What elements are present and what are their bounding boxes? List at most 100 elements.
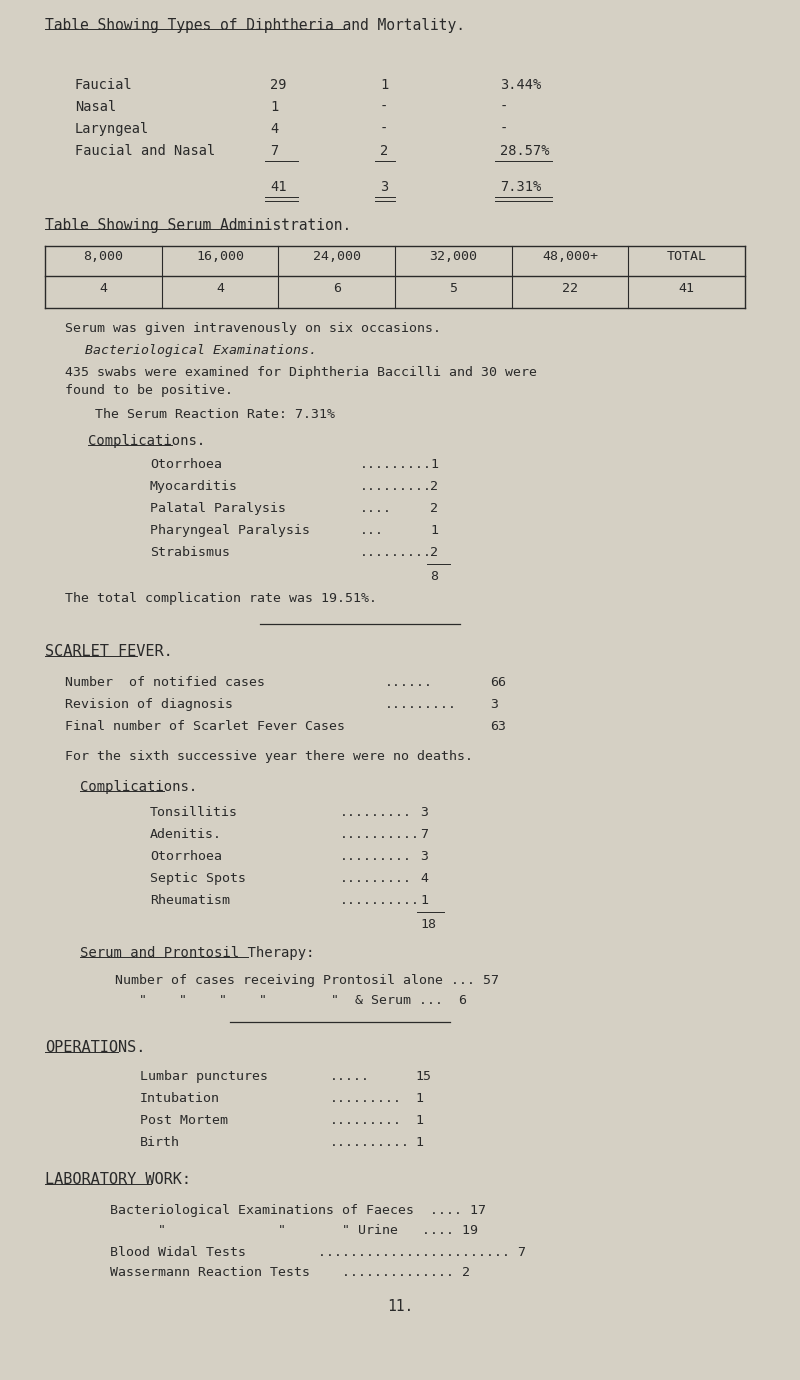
Text: 41: 41: [270, 179, 286, 195]
Text: Number of cases receiving Prontosil alone ... 57: Number of cases receiving Prontosil alon…: [115, 974, 499, 987]
Text: found to be positive.: found to be positive.: [65, 384, 233, 397]
Text: 6: 6: [333, 282, 341, 294]
Text: 1: 1: [415, 1092, 423, 1105]
Text: 3: 3: [380, 179, 388, 195]
Text: 32,000: 32,000: [430, 251, 478, 264]
Text: 18: 18: [420, 918, 436, 932]
Text: .........: .........: [360, 480, 432, 493]
Text: Rheumatism: Rheumatism: [150, 894, 230, 907]
Text: Otorrhoea: Otorrhoea: [150, 458, 222, 471]
Text: .........: .........: [330, 1092, 402, 1105]
Text: .........: .........: [360, 546, 432, 559]
Text: 1: 1: [270, 99, 278, 115]
Text: Serum and Prontosil Therapy:: Serum and Prontosil Therapy:: [80, 947, 314, 960]
Text: 63: 63: [490, 720, 506, 733]
Text: OPERATIONS.: OPERATIONS.: [45, 1041, 146, 1054]
Text: 41: 41: [678, 282, 694, 294]
Text: Myocarditis: Myocarditis: [150, 480, 238, 493]
Text: 28.57%: 28.57%: [500, 144, 550, 157]
Text: 66: 66: [490, 676, 506, 689]
Text: For the sixth successive year there were no deaths.: For the sixth successive year there were…: [65, 749, 473, 763]
Text: Nasal: Nasal: [75, 99, 116, 115]
Text: Serum was given intravenously on six occasions.: Serum was given intravenously on six occ…: [65, 322, 441, 335]
Text: .....: .....: [330, 1070, 370, 1083]
Text: .........: .........: [340, 872, 412, 885]
Text: Revision of diagnosis: Revision of diagnosis: [65, 698, 233, 711]
Text: 4: 4: [420, 872, 428, 885]
Text: 2: 2: [430, 502, 438, 515]
Text: ....: ....: [360, 502, 392, 515]
Text: Palatal Paralysis: Palatal Paralysis: [150, 502, 286, 515]
Text: 435 swabs were examined for Diphtheria Baccilli and 30 were: 435 swabs were examined for Diphtheria B…: [65, 366, 537, 380]
Text: 8: 8: [430, 570, 438, 582]
Text: 16,000: 16,000: [196, 251, 244, 264]
Text: The total complication rate was 19.51%.: The total complication rate was 19.51%.: [65, 592, 377, 604]
Text: 24,000: 24,000: [313, 251, 361, 264]
Text: SCARLET FEVER.: SCARLET FEVER.: [45, 644, 173, 660]
Text: Strabismus: Strabismus: [150, 546, 230, 559]
Text: 11.: 11.: [387, 1299, 413, 1314]
Text: .........: .........: [330, 1114, 402, 1127]
Text: 4: 4: [216, 282, 224, 294]
Text: Table Showing Serum Administration.: Table Showing Serum Administration.: [45, 218, 351, 233]
Text: Intubation: Intubation: [140, 1092, 220, 1105]
Text: Tonsillitis: Tonsillitis: [150, 806, 238, 818]
Text: Laryngeal: Laryngeal: [75, 121, 150, 137]
Text: Wassermann Reaction Tests    .............. 2: Wassermann Reaction Tests ..............…: [110, 1265, 470, 1279]
Text: ..........: ..........: [340, 828, 420, 840]
Text: 48,000+: 48,000+: [542, 251, 598, 264]
Text: 2: 2: [430, 546, 438, 559]
Text: The Serum Reaction Rate: 7.31%: The Serum Reaction Rate: 7.31%: [95, 408, 335, 421]
Text: 1: 1: [430, 458, 438, 471]
Text: "              "       " Urine   .... 19: " " " Urine .... 19: [110, 1224, 478, 1236]
Text: -: -: [380, 121, 388, 137]
Text: TOTAL: TOTAL: [666, 251, 706, 264]
Text: Final number of Scarlet Fever Cases: Final number of Scarlet Fever Cases: [65, 720, 345, 733]
Text: .........: .........: [385, 698, 457, 711]
Text: .........: .........: [340, 806, 412, 818]
Text: 3: 3: [420, 806, 428, 818]
Text: 7.31%: 7.31%: [500, 179, 542, 195]
Text: -: -: [500, 99, 508, 115]
Text: Complications.: Complications.: [80, 780, 198, 794]
Text: 3: 3: [490, 698, 498, 711]
Text: 3.44%: 3.44%: [500, 79, 542, 92]
Text: 1: 1: [380, 79, 388, 92]
Text: LABORATORY WORK:: LABORATORY WORK:: [45, 1172, 191, 1187]
Text: Lumbar punctures: Lumbar punctures: [140, 1070, 268, 1083]
Text: 1: 1: [430, 524, 438, 537]
Text: Bacteriological Examinations of Faeces  .... 17: Bacteriological Examinations of Faeces .…: [110, 1203, 486, 1217]
Text: ..........: ..........: [340, 894, 420, 907]
Text: "    "    "    "        "  & Serum ...  6: " " " " " & Serum ... 6: [115, 994, 467, 1007]
Text: Post Mortem: Post Mortem: [140, 1114, 228, 1127]
Text: Faucial: Faucial: [75, 79, 133, 92]
Text: ......: ......: [385, 676, 433, 689]
Text: Birth: Birth: [140, 1136, 180, 1150]
Text: 4: 4: [99, 282, 107, 294]
Text: Septic Spots: Septic Spots: [150, 872, 246, 885]
Text: 1: 1: [420, 894, 428, 907]
Text: Bacteriological Examinations.: Bacteriological Examinations.: [85, 344, 317, 357]
Text: 1: 1: [415, 1114, 423, 1127]
Text: 15: 15: [415, 1070, 431, 1083]
Text: Blood Widal Tests         ........................ 7: Blood Widal Tests ......................…: [110, 1246, 526, 1259]
Text: Otorrhoea: Otorrhoea: [150, 850, 222, 862]
Text: 2: 2: [430, 480, 438, 493]
Text: 7: 7: [270, 144, 278, 157]
Text: Complications.: Complications.: [88, 433, 206, 448]
Text: 7: 7: [420, 828, 428, 840]
Text: 22: 22: [562, 282, 578, 294]
Text: 4: 4: [270, 121, 278, 137]
Text: 8,000: 8,000: [83, 251, 123, 264]
Text: Faucial and Nasal: Faucial and Nasal: [75, 144, 215, 157]
Text: ...: ...: [360, 524, 384, 537]
Text: ..........: ..........: [330, 1136, 410, 1150]
Text: 2: 2: [380, 144, 388, 157]
Text: .........: .........: [340, 850, 412, 862]
Text: Pharyngeal Paralysis: Pharyngeal Paralysis: [150, 524, 310, 537]
Text: Adenitis.: Adenitis.: [150, 828, 222, 840]
Text: 3: 3: [420, 850, 428, 862]
Text: .........: .........: [360, 458, 432, 471]
Text: 29: 29: [270, 79, 286, 92]
Text: 5: 5: [450, 282, 458, 294]
